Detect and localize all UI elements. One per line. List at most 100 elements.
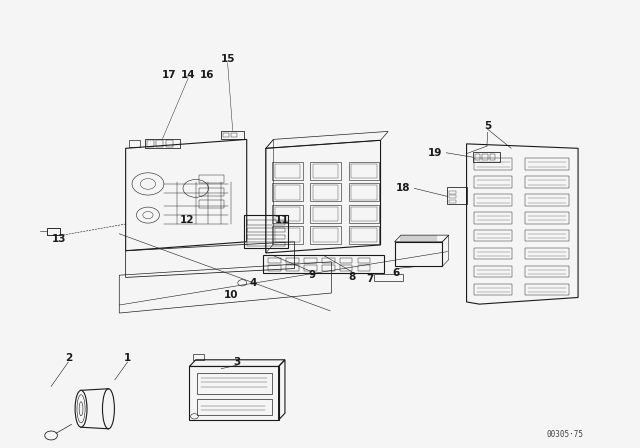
- Bar: [286, 258, 299, 263]
- Bar: [525, 266, 568, 277]
- Bar: [322, 258, 335, 263]
- Bar: [189, 366, 278, 420]
- Bar: [351, 228, 377, 242]
- Bar: [474, 212, 513, 224]
- Bar: [349, 205, 380, 223]
- Text: 18: 18: [396, 183, 410, 194]
- Text: 4: 4: [250, 278, 257, 288]
- Bar: [246, 220, 285, 225]
- Bar: [349, 184, 380, 201]
- Bar: [349, 162, 380, 180]
- Bar: [272, 205, 303, 223]
- Bar: [525, 248, 568, 259]
- Text: 1: 1: [124, 353, 131, 363]
- Text: 2: 2: [65, 353, 72, 363]
- Bar: [449, 190, 456, 194]
- Bar: [246, 242, 285, 246]
- Bar: [286, 265, 299, 271]
- Text: 9: 9: [308, 270, 316, 280]
- Bar: [166, 140, 173, 146]
- Bar: [474, 158, 513, 170]
- Text: 13: 13: [51, 234, 66, 244]
- Bar: [275, 207, 300, 221]
- Bar: [199, 200, 225, 208]
- Bar: [358, 258, 371, 263]
- Bar: [351, 207, 377, 221]
- Bar: [475, 154, 480, 160]
- Bar: [246, 228, 285, 232]
- Text: 7: 7: [366, 274, 373, 284]
- Bar: [304, 258, 317, 263]
- Bar: [313, 228, 339, 242]
- Bar: [272, 162, 303, 180]
- Bar: [145, 138, 180, 148]
- Bar: [351, 164, 377, 178]
- Text: 10: 10: [223, 290, 238, 300]
- Bar: [474, 266, 513, 277]
- Bar: [525, 230, 568, 241]
- Text: 14: 14: [180, 70, 195, 80]
- Bar: [322, 265, 335, 271]
- Bar: [232, 133, 237, 137]
- Text: 15: 15: [220, 54, 235, 64]
- Bar: [221, 130, 244, 138]
- Text: 19: 19: [428, 148, 442, 158]
- Bar: [483, 154, 488, 160]
- Bar: [473, 152, 500, 162]
- Bar: [474, 176, 513, 188]
- Bar: [272, 226, 303, 244]
- Bar: [490, 154, 495, 160]
- Text: 3: 3: [234, 357, 241, 367]
- Bar: [310, 226, 341, 244]
- Bar: [340, 258, 353, 263]
- Bar: [374, 274, 403, 281]
- Bar: [129, 140, 140, 146]
- Bar: [310, 184, 341, 201]
- Bar: [313, 185, 339, 199]
- Bar: [275, 228, 300, 242]
- Bar: [474, 284, 513, 295]
- Bar: [525, 158, 568, 170]
- Text: 17: 17: [162, 70, 176, 80]
- Bar: [340, 265, 353, 271]
- Bar: [394, 242, 442, 266]
- Bar: [193, 354, 204, 360]
- Text: 6: 6: [393, 268, 400, 278]
- Bar: [313, 207, 339, 221]
- Bar: [310, 205, 341, 223]
- Bar: [268, 265, 281, 271]
- Bar: [525, 284, 568, 295]
- Bar: [474, 194, 513, 206]
- Bar: [197, 399, 272, 414]
- Bar: [275, 164, 300, 178]
- Text: 8: 8: [348, 272, 355, 282]
- Bar: [449, 199, 456, 202]
- Bar: [268, 258, 281, 263]
- Bar: [199, 188, 225, 196]
- Text: 11: 11: [275, 215, 289, 224]
- Bar: [310, 162, 341, 180]
- Text: 12: 12: [180, 215, 195, 224]
- Bar: [262, 255, 384, 273]
- Bar: [244, 215, 288, 249]
- Bar: [272, 184, 303, 201]
- Bar: [156, 140, 163, 146]
- Bar: [474, 230, 513, 241]
- Text: 00305·75: 00305·75: [547, 430, 584, 439]
- Bar: [525, 176, 568, 188]
- Bar: [449, 195, 456, 198]
- Bar: [358, 265, 371, 271]
- Text: 5: 5: [484, 121, 492, 131]
- Bar: [197, 373, 272, 394]
- Bar: [47, 228, 60, 235]
- Bar: [349, 226, 380, 244]
- Bar: [525, 194, 568, 206]
- Bar: [351, 185, 377, 199]
- Bar: [275, 185, 300, 199]
- Bar: [199, 176, 225, 184]
- Text: 16: 16: [200, 70, 214, 80]
- Bar: [447, 187, 467, 204]
- Bar: [147, 140, 154, 146]
- Bar: [304, 265, 317, 271]
- Bar: [525, 212, 568, 224]
